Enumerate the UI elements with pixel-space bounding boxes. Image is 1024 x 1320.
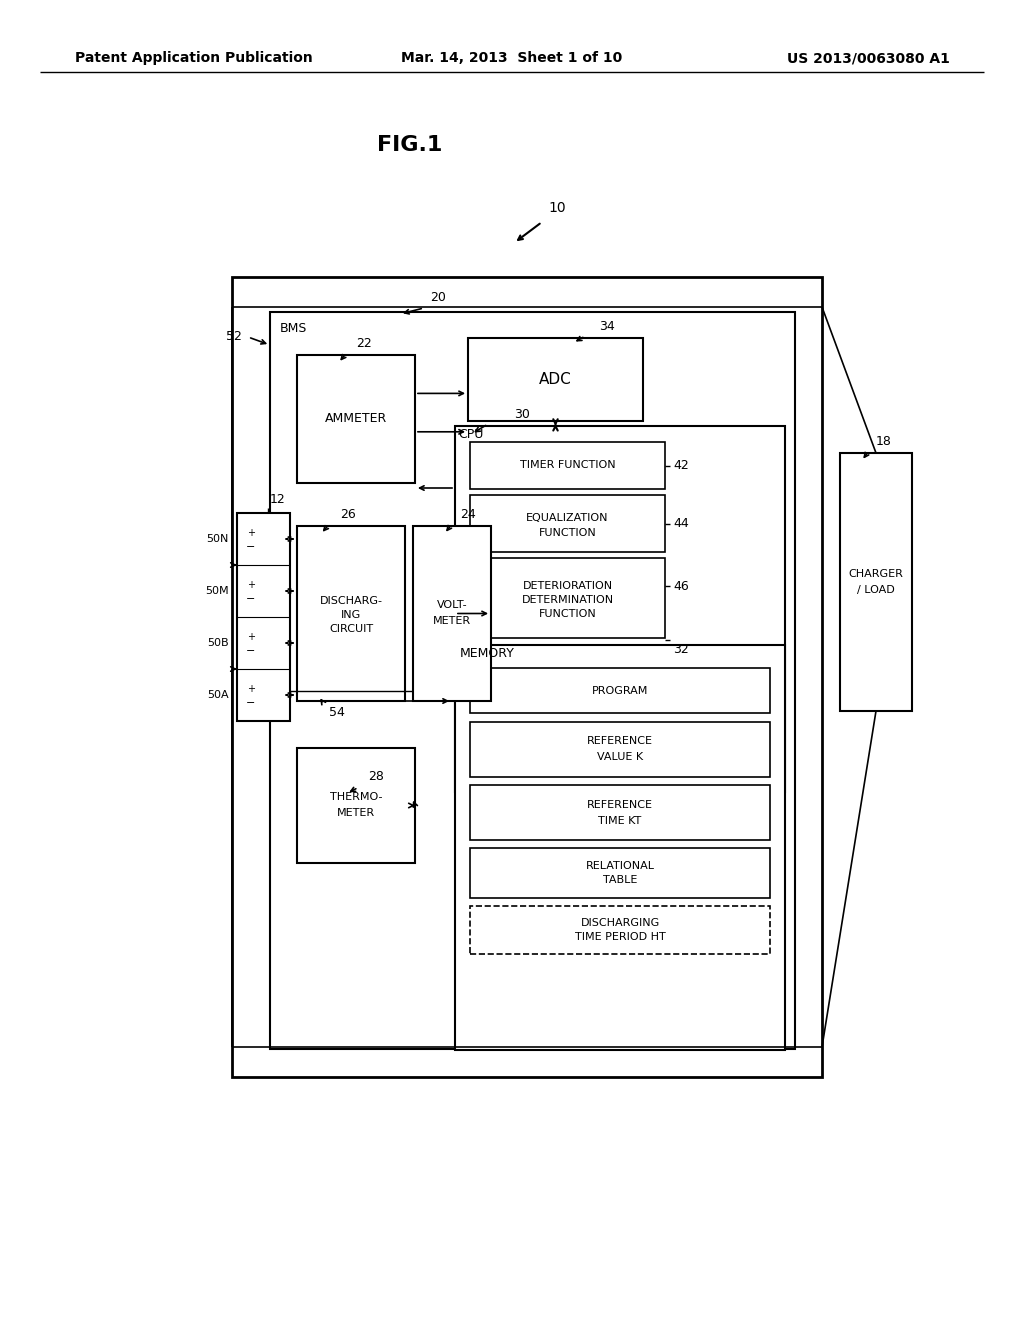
Text: MEMORY: MEMORY — [460, 647, 515, 660]
FancyBboxPatch shape — [840, 453, 912, 711]
Text: METER: METER — [337, 808, 375, 818]
Text: 46: 46 — [673, 579, 689, 593]
FancyBboxPatch shape — [297, 748, 415, 863]
Text: VOLT-: VOLT- — [436, 601, 467, 610]
Text: CIRCUIT: CIRCUIT — [329, 624, 373, 635]
FancyBboxPatch shape — [470, 785, 770, 840]
FancyBboxPatch shape — [470, 668, 770, 713]
Text: +: + — [247, 579, 255, 590]
Text: METER: METER — [433, 616, 471, 627]
Text: 42: 42 — [673, 459, 689, 473]
Text: AMMETER: AMMETER — [325, 412, 387, 425]
Text: REFERENCE: REFERENCE — [587, 800, 653, 809]
FancyBboxPatch shape — [455, 645, 785, 1049]
Text: 22: 22 — [356, 337, 372, 350]
Text: 12: 12 — [270, 492, 286, 506]
Text: BMS: BMS — [280, 322, 307, 335]
Text: 44: 44 — [673, 517, 689, 531]
Text: PROGRAM: PROGRAM — [592, 685, 648, 696]
FancyBboxPatch shape — [470, 722, 770, 777]
Text: US 2013/0063080 A1: US 2013/0063080 A1 — [787, 51, 950, 65]
Text: ING: ING — [341, 610, 361, 620]
FancyBboxPatch shape — [470, 442, 665, 488]
Text: TIME PERIOD HT: TIME PERIOD HT — [574, 932, 666, 942]
Text: 30: 30 — [514, 408, 530, 421]
Text: 50N: 50N — [207, 535, 229, 544]
Text: DISCHARG-: DISCHARG- — [319, 597, 383, 606]
Text: 50A: 50A — [208, 690, 229, 700]
FancyBboxPatch shape — [297, 525, 406, 701]
FancyBboxPatch shape — [297, 355, 415, 483]
FancyBboxPatch shape — [470, 847, 770, 898]
Text: +: + — [247, 528, 255, 539]
FancyBboxPatch shape — [470, 558, 665, 638]
Text: DETERMINATION: DETERMINATION — [521, 595, 613, 605]
Text: 24: 24 — [460, 508, 475, 521]
Text: 18: 18 — [876, 436, 892, 447]
Text: TABLE: TABLE — [603, 875, 637, 884]
Text: −: − — [247, 543, 256, 552]
Text: FUNCTION: FUNCTION — [539, 528, 596, 537]
Text: DETERIORATION: DETERIORATION — [522, 581, 612, 591]
FancyBboxPatch shape — [413, 525, 490, 701]
Text: FUNCTION: FUNCTION — [539, 609, 596, 619]
Text: ADC: ADC — [539, 372, 571, 387]
FancyBboxPatch shape — [237, 513, 290, 721]
FancyBboxPatch shape — [470, 495, 665, 552]
Text: / LOAD: / LOAD — [857, 585, 895, 595]
Text: 34: 34 — [599, 319, 615, 333]
Text: FIG.1: FIG.1 — [377, 135, 442, 154]
Text: VALUE K: VALUE K — [597, 752, 643, 763]
Text: DISCHARGING: DISCHARGING — [581, 917, 659, 928]
Text: +: + — [247, 632, 255, 642]
Text: −: − — [247, 645, 256, 656]
Text: Patent Application Publication: Patent Application Publication — [75, 51, 312, 65]
Text: 32: 32 — [673, 643, 689, 656]
Text: THERMO-: THERMO- — [330, 792, 382, 803]
Text: 20: 20 — [430, 290, 445, 304]
Text: CHARGER: CHARGER — [849, 569, 903, 579]
Text: RELATIONAL: RELATIONAL — [586, 861, 654, 871]
Text: 50M: 50M — [206, 586, 229, 597]
FancyBboxPatch shape — [470, 906, 770, 954]
Text: 26: 26 — [340, 508, 356, 521]
Text: 50B: 50B — [208, 638, 229, 648]
Text: REFERENCE: REFERENCE — [587, 737, 653, 747]
FancyBboxPatch shape — [270, 312, 795, 1049]
Text: CPU: CPU — [458, 428, 483, 441]
Text: 52: 52 — [226, 330, 242, 343]
FancyBboxPatch shape — [468, 338, 643, 421]
Text: EQUALIZATION: EQUALIZATION — [526, 513, 608, 524]
Text: −: − — [247, 594, 256, 605]
FancyBboxPatch shape — [455, 426, 785, 792]
Text: 54: 54 — [330, 706, 345, 719]
Text: 28: 28 — [368, 771, 384, 784]
Text: TIMER FUNCTION: TIMER FUNCTION — [520, 461, 615, 470]
Text: TIME KT: TIME KT — [598, 816, 642, 825]
FancyBboxPatch shape — [232, 277, 822, 1077]
Text: −: − — [247, 698, 256, 708]
Text: 10: 10 — [548, 201, 565, 215]
Text: +: + — [247, 684, 255, 694]
Text: Mar. 14, 2013  Sheet 1 of 10: Mar. 14, 2013 Sheet 1 of 10 — [401, 51, 623, 65]
